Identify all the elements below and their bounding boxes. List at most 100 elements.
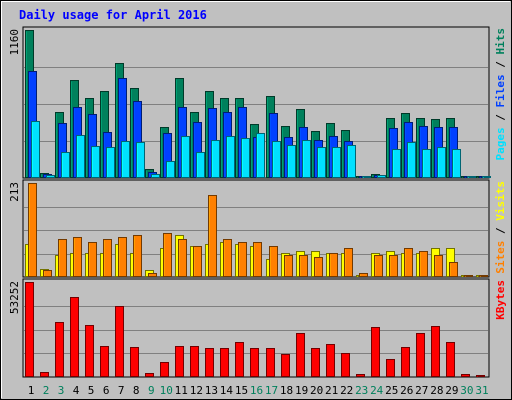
bar-pages-day-7 <box>121 141 130 178</box>
bar-pages-day-8 <box>136 142 145 178</box>
day-label-15: 15 <box>235 384 248 397</box>
bar-sites-day-12 <box>193 246 202 277</box>
bar-pages-day-18 <box>287 145 296 178</box>
bar-kbytes-day-7 <box>115 306 124 377</box>
bar-sites-day-19 <box>299 255 308 277</box>
bar-kbytes-day-29 <box>446 342 455 377</box>
bar-kbytes-day-13 <box>205 348 214 377</box>
day-label-18: 18 <box>280 384 293 397</box>
legend-separator: / <box>494 221 507 241</box>
bar-kbytes-day-11 <box>175 346 184 377</box>
bar-pages-day-17 <box>272 141 281 178</box>
bar-sites-day-14 <box>223 239 232 277</box>
day-label-16: 16 <box>250 384 263 397</box>
bar-kbytes-day-25 <box>386 359 395 377</box>
bar-sites-day-8 <box>133 235 142 277</box>
bar-kbytes-day-1 <box>25 282 34 377</box>
bar-sites-day-6 <box>103 239 112 277</box>
panels-layer: 1160 Pages / Files / Hits 213 Sites / Visit… <box>8 26 507 378</box>
bar-sites-day-13 <box>208 195 217 277</box>
bar-sites-day-26 <box>404 248 413 277</box>
bar-kbytes-day-31 <box>476 375 485 377</box>
bar-sites-day-18 <box>284 255 293 277</box>
bar-sites-day-22 <box>344 248 353 277</box>
day-label-23: 23 <box>355 384 368 397</box>
bar-pages-day-4 <box>76 135 85 178</box>
bar-sites-day-10 <box>163 233 172 277</box>
y-max-label: 53252 <box>8 281 21 314</box>
day-label-13: 13 <box>205 384 218 397</box>
bar-sites-day-30 <box>464 275 473 277</box>
bar-kbytes-day-26 <box>401 347 410 377</box>
bar-kbytes-day-17 <box>266 348 275 377</box>
legend-visits-sites: Sites / Visits <box>494 181 507 274</box>
bar-sites-day-28 <box>434 255 443 277</box>
bar-kbytes-day-24 <box>371 327 380 377</box>
bar-sites-day-31 <box>479 275 488 277</box>
legend-visits: Visits <box>494 181 507 221</box>
bar-kbytes-day-8 <box>130 347 139 377</box>
bar-sites-day-11 <box>178 239 187 277</box>
day-label-7: 7 <box>118 384 125 397</box>
bar-pages-day-11 <box>181 136 190 178</box>
bar-sites-day-29 <box>449 262 458 277</box>
bar-sites-day-24 <box>374 255 383 277</box>
bar-pages-day-29 <box>452 149 461 178</box>
day-label-28: 28 <box>430 384 443 397</box>
day-label-20: 20 <box>310 384 323 397</box>
bar-pages-day-31 <box>482 176 491 178</box>
day-label-1: 1 <box>28 384 35 397</box>
bar-pages-day-3 <box>61 152 70 178</box>
bar-kbytes-day-19 <box>296 333 305 377</box>
bar-kbytes-day-16 <box>250 348 259 377</box>
bar-kbytes-day-3 <box>55 322 64 377</box>
bar-pages-day-10 <box>166 161 175 178</box>
bar-kbytes-day-6 <box>100 346 109 377</box>
chart-title: Daily usage for April 2016 <box>19 8 207 22</box>
bar-sites-day-4 <box>73 237 82 277</box>
bar-pages-day-13 <box>211 140 220 178</box>
bar-kbytes-day-15 <box>235 342 244 377</box>
bar-pages-day-1 <box>31 121 40 178</box>
bar-sites-day-21 <box>329 253 338 277</box>
bar-sites-day-20 <box>314 257 323 277</box>
day-label-8: 8 <box>133 384 140 397</box>
day-label-29: 29 <box>445 384 458 397</box>
bar-pages-day-14 <box>226 136 235 178</box>
y-max-label: 213 <box>8 182 21 202</box>
bar-kbytes-day-14 <box>220 348 229 377</box>
legend-kbytes: KBytes <box>494 280 507 320</box>
panel-pages-files-hits: 1160 Pages / Files / Hits <box>8 26 507 179</box>
bar-kbytes-day-28 <box>431 326 440 377</box>
bar-kbytes-day-20 <box>311 348 320 377</box>
day-label-5: 5 <box>88 384 95 397</box>
bar-pages-day-15 <box>241 138 250 178</box>
bar-pages-day-22 <box>347 145 356 178</box>
bar-sites-day-15 <box>238 242 247 277</box>
bar-pages-day-16 <box>256 133 265 178</box>
day-label-12: 12 <box>190 384 203 397</box>
bar-pages-day-28 <box>437 147 446 178</box>
y-max-label: 1160 <box>8 29 21 56</box>
bar-kbytes-day-23 <box>356 374 365 377</box>
bar-pages-day-19 <box>302 140 311 178</box>
bar-sites-day-17 <box>269 246 278 277</box>
bar-sites-day-16 <box>253 242 262 277</box>
day-label-3: 3 <box>58 384 65 397</box>
bar-pages-day-23 <box>362 176 371 178</box>
bar-kbytes-day-4 <box>70 297 79 377</box>
bar-sites-day-9 <box>148 273 157 277</box>
day-label-24: 24 <box>370 384 384 397</box>
legend-separator: / <box>494 55 507 75</box>
bar-pages-day-6 <box>106 147 115 178</box>
legend-files: Files <box>494 74 507 107</box>
day-label-17: 17 <box>265 384 278 397</box>
day-label-4: 4 <box>73 384 80 397</box>
bar-sites-day-3 <box>58 239 67 277</box>
bar-kbytes-day-9 <box>145 373 154 377</box>
bar-pages-day-12 <box>196 152 205 178</box>
day-label-14: 14 <box>220 384 234 397</box>
bar-pages-day-2 <box>46 175 55 178</box>
day-label-22: 22 <box>340 384 353 397</box>
